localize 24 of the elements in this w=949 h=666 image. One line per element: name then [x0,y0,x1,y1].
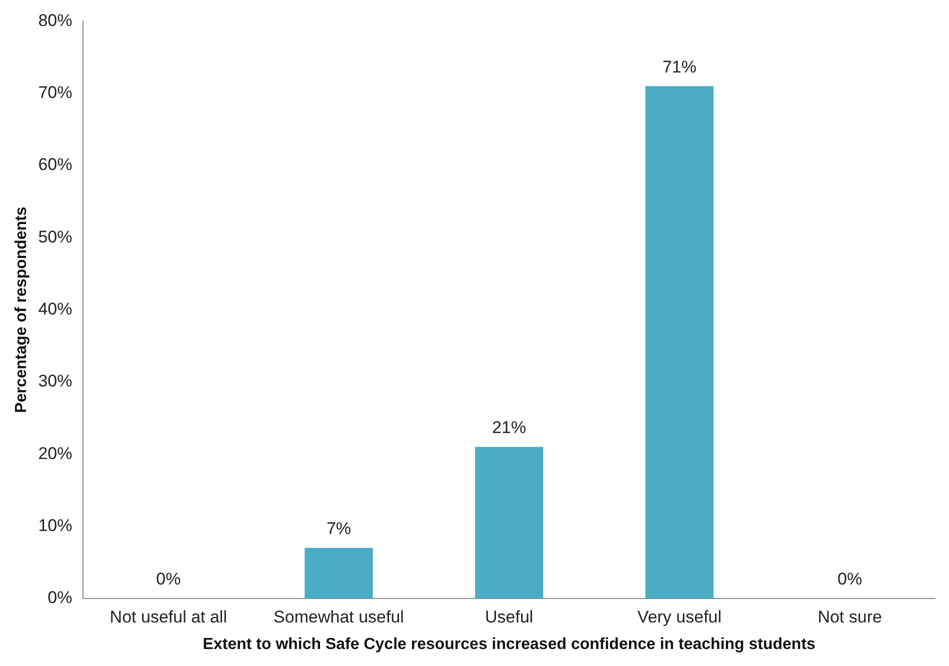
x-tick-label: Somewhat useful [274,607,404,626]
x-tick-label: Not sure [818,607,882,626]
data-label: 7% [326,519,352,538]
data-label: 21% [492,418,526,438]
y-axis-title: Percentage of respondents [13,206,30,413]
y-tick-label: 10% [38,516,72,535]
y-tick-label: 60% [38,155,72,174]
x-tick-label: Useful [485,607,534,626]
bar [475,446,544,598]
bar [304,548,373,598]
y-tick-label: 0% [48,588,72,608]
y-tick-label: 50% [38,227,72,246]
bar [645,86,714,598]
y-tick-label: 40% [38,299,72,318]
y-tick-label: 80% [38,10,72,30]
x-tick-label: Not useful at all [110,607,227,626]
data-label: 0% [156,570,181,589]
x-axis-title: Extent to which Safe Cycle resources increased confidence in teaching students [202,636,816,653]
y-tick-label: 20% [38,444,72,463]
y-tick-label: 70% [38,83,72,102]
y-tick-label: 30% [38,372,72,391]
data-label: 71% [662,57,696,76]
x-tick-label: Very useful [637,607,722,626]
data-label: 0% [838,570,862,589]
